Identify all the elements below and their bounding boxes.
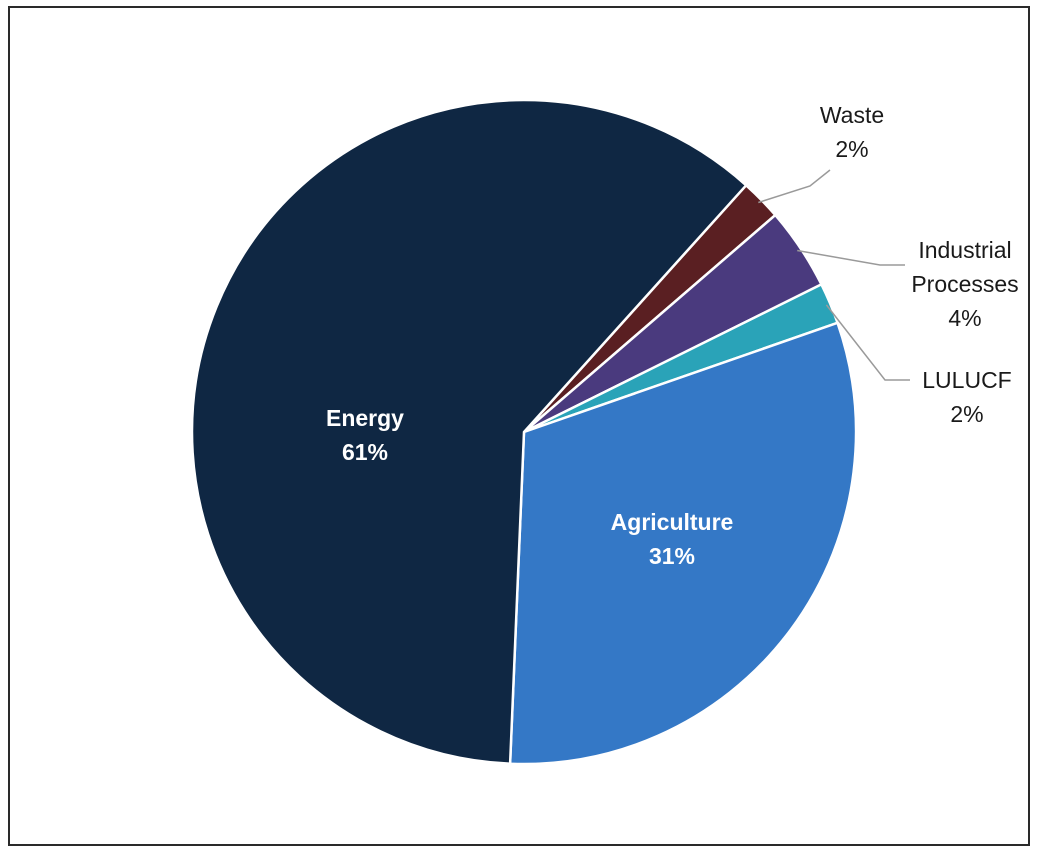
pie-slice-energy [190, 98, 748, 766]
slice-label-waste: Waste 2% [820, 102, 884, 162]
chart-frame: Energy 61% Agriculture 31% Waste 2% Industrial… [8, 6, 1030, 846]
slice-label-industrial-processes: Industrial Processes 4% [911, 237, 1018, 331]
pie-slice-agriculture [508, 321, 858, 766]
slice-label-lulucf: LULUCF 2% [922, 367, 1011, 427]
leader-line-waste [758, 169, 831, 204]
leader-line-lulucf [825, 304, 910, 381]
slice-label-energy: Energy 61% [326, 405, 404, 465]
slice-label-agriculture: Agriculture 31% [611, 509, 734, 569]
pie-chart: Energy 61% Agriculture 31% Waste 2% Industrial… [190, 98, 1019, 766]
leader-line-industrial-processes [797, 249, 905, 266]
